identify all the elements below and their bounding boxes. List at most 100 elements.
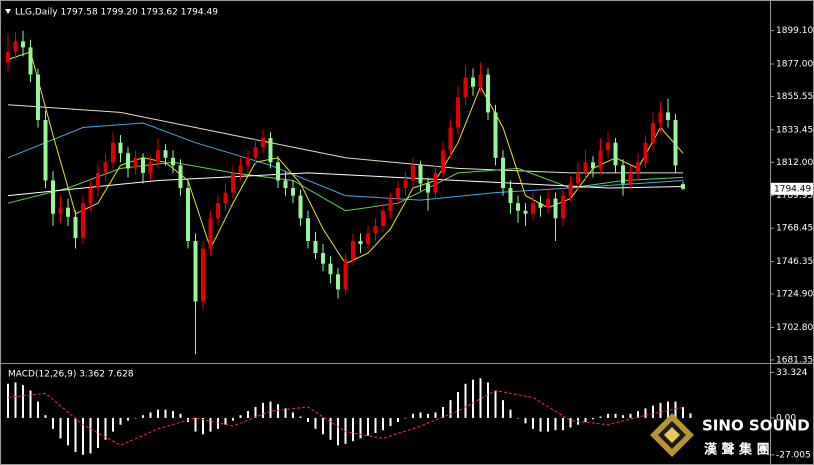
macd-bar xyxy=(59,417,62,439)
candle-body xyxy=(156,150,160,163)
macd-bar xyxy=(217,417,219,429)
macd-bar xyxy=(487,382,489,418)
candle-body xyxy=(21,41,25,48)
y-tick-label: 1877.00 xyxy=(776,59,813,69)
price-tag: 1794.49 xyxy=(774,184,811,194)
macd-bar xyxy=(562,417,564,431)
candle-body xyxy=(81,203,85,238)
candle-body xyxy=(456,97,460,128)
candle-body xyxy=(538,203,543,208)
candle-body xyxy=(681,184,685,189)
candle-body xyxy=(36,74,40,120)
macd-bar xyxy=(14,382,17,418)
candle-body xyxy=(433,172,438,193)
candle-body xyxy=(666,112,670,120)
macd-bar xyxy=(344,417,347,444)
macd-bar xyxy=(502,400,504,418)
candle-body xyxy=(546,198,550,208)
macd-bar xyxy=(67,417,69,446)
y-tick-label: 1724.90 xyxy=(776,290,813,300)
candle-body xyxy=(28,47,33,75)
macd-bar xyxy=(494,390,497,418)
candle-body xyxy=(58,207,63,214)
menu-arrow xyxy=(5,9,11,14)
macd-bar xyxy=(397,417,399,423)
macd-bar xyxy=(149,412,152,418)
candle-body xyxy=(426,183,430,193)
macd-bar xyxy=(22,385,24,418)
candle-body xyxy=(583,162,588,173)
candle-body xyxy=(231,172,235,193)
macd-bar xyxy=(547,417,549,432)
macd-bar xyxy=(659,402,662,418)
candle-body xyxy=(463,77,468,98)
logo-mark-core xyxy=(664,427,680,443)
macd-bar xyxy=(457,391,459,418)
candle-body xyxy=(96,172,100,189)
candle-body xyxy=(441,150,445,173)
macd-bar xyxy=(599,416,602,418)
macd-bar xyxy=(127,417,129,421)
candle-body xyxy=(501,157,505,189)
y-tick-label: -27.005 xyxy=(776,450,811,460)
macd-bar xyxy=(97,417,99,448)
candle-body xyxy=(148,162,153,173)
macd-bar xyxy=(674,401,677,418)
candle-body xyxy=(673,119,678,166)
candle-body xyxy=(261,138,265,148)
macd-bar xyxy=(269,401,272,418)
macd-bar xyxy=(239,415,242,418)
macd-bar xyxy=(637,411,639,418)
moving-average xyxy=(7,104,683,174)
macd-bar xyxy=(644,408,647,418)
candle-body xyxy=(396,188,400,199)
macd-bar xyxy=(479,378,482,418)
candle-body xyxy=(328,263,333,275)
candle-body xyxy=(43,119,48,181)
macd-bar xyxy=(224,417,227,425)
macd-bar xyxy=(262,402,264,418)
macd-bar xyxy=(277,404,279,418)
price-tag-box xyxy=(771,182,813,195)
macd-bar xyxy=(247,411,249,418)
candle-body xyxy=(628,172,633,184)
macd-bar xyxy=(337,417,339,446)
macd-bar xyxy=(232,417,234,421)
macd-bar xyxy=(689,413,692,418)
macd-bar xyxy=(622,415,624,418)
macd-bar xyxy=(7,383,9,418)
macd-bar xyxy=(82,417,84,455)
candle-body xyxy=(238,165,243,173)
macd-bar xyxy=(464,383,467,418)
candle-body xyxy=(336,274,340,290)
macd-bar xyxy=(412,413,414,418)
candle-body xyxy=(201,248,205,302)
candle-body xyxy=(606,142,610,151)
y-tick-label: 1855.55 xyxy=(776,92,813,102)
y-tick-label: 0.00 xyxy=(776,413,796,423)
macd-bar xyxy=(44,415,47,418)
macd-bar xyxy=(524,417,527,424)
candle-body xyxy=(306,218,310,241)
candle-body xyxy=(268,138,273,163)
macd-bar xyxy=(382,417,384,431)
candle-body xyxy=(523,210,528,214)
macd-bar xyxy=(134,417,137,419)
macd-bar xyxy=(374,417,377,433)
macd-bar xyxy=(329,417,332,440)
macd-bar xyxy=(254,406,257,418)
candle-body xyxy=(126,153,130,169)
candle-body xyxy=(636,162,640,173)
candle-body xyxy=(531,203,535,214)
candle-body xyxy=(621,165,625,184)
candle-body xyxy=(118,142,123,154)
y-tick-label: 1899.10 xyxy=(776,26,813,36)
macd-bar xyxy=(172,411,174,418)
y-tick-label: 1702.80 xyxy=(776,323,813,333)
macd-bar xyxy=(667,401,669,418)
macd-bar xyxy=(419,412,422,418)
candle-body xyxy=(178,165,183,189)
candle-body xyxy=(388,198,393,211)
